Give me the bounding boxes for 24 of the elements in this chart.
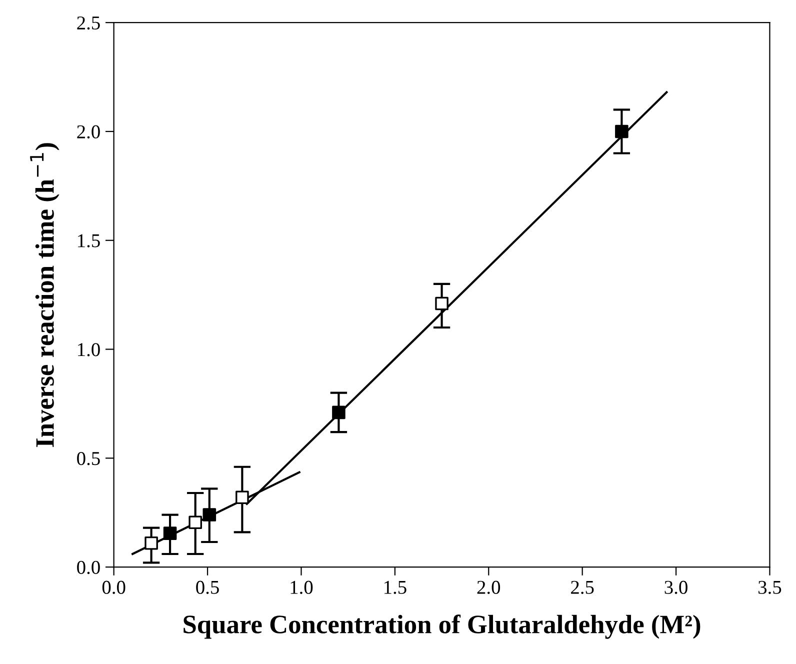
x-tick-label: 0.0: [102, 580, 126, 594]
x-axis-title: Square Concentration of Glutaraldehyde (M²): [184, 614, 700, 639]
point: [202, 508, 216, 522]
y-tick-label: 2.0: [77, 125, 100, 138]
point: [144, 536, 158, 550]
y-axis-title: Inverse reaction time (h$^{−1}$): [30, 143, 60, 447]
x-tick-label: 1.5: [384, 580, 406, 594]
point: [615, 124, 628, 138]
point: [188, 516, 202, 530]
y-tick-label: 1.0: [78, 343, 100, 356]
point: [236, 490, 249, 504]
x-tick-label: 2.5: [571, 580, 594, 594]
y-tick-label: 0.0: [77, 560, 100, 574]
point: [435, 296, 448, 310]
x-tick-label: 3.5: [758, 580, 782, 594]
y-tick-label: 0.5: [77, 452, 100, 466]
point: [332, 406, 346, 420]
x-tick-label: 2.0: [477, 580, 500, 594]
y-tick-label: 2.5: [77, 16, 100, 30]
y-tick-label: 1.5: [78, 234, 100, 248]
x-tick-label: 0.5: [196, 580, 219, 594]
point: [163, 526, 177, 540]
x-tick-label: 1.0: [290, 580, 313, 594]
x-tick-label: 3.0: [664, 580, 688, 594]
